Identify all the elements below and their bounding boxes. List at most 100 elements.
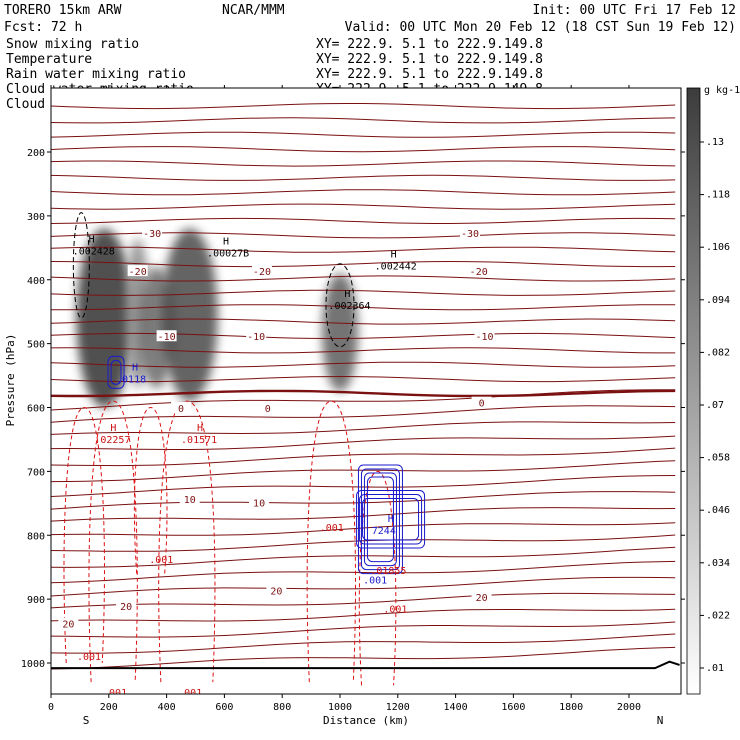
isotherm-0 <box>51 103 676 110</box>
temp-label-bg-1-1 <box>251 265 272 277</box>
rain-contour-1 <box>88 400 138 683</box>
x-tick-label-9: 1800 <box>559 702 583 713</box>
max-value-2: .002442 <box>375 261 417 272</box>
max-h-0: H <box>89 235 95 246</box>
isotherm-20 <box>51 389 676 398</box>
max-value-14: .001 <box>103 688 127 699</box>
temp-label-3-2: 0 <box>479 399 485 410</box>
max-value-13: .001 <box>77 652 101 663</box>
temperature-labels: -30 -30 -20 -20 -20 -10 -10 -10 0 0 0 10 10 20 20 20 20 <box>58 226 495 631</box>
colorbar-tick-label-1: .022 <box>706 610 730 621</box>
temperature-contours <box>51 103 676 670</box>
isotherm-21 <box>51 389 676 411</box>
colorbar-tick-label-8: .106 <box>706 242 730 253</box>
colorbar-tick-label-7: .094 <box>706 295 730 306</box>
isotherm-35 <box>51 592 676 609</box>
isotherm-38 <box>51 633 676 654</box>
temp-label-0-1: -30 <box>461 229 479 240</box>
max-value-9: .01855 <box>370 566 406 577</box>
temp-label-5-2: 20 <box>270 586 282 597</box>
temp-label-bg-5-0 <box>58 617 79 629</box>
temp-label-1-2: -20 <box>470 267 488 278</box>
max-value-4: .0118 <box>116 374 146 385</box>
isotherm-16 <box>51 332 676 339</box>
temp-label-2-2: -10 <box>475 332 493 343</box>
temp-label-1-1: -20 <box>253 267 271 278</box>
isotherm-2 <box>51 131 676 138</box>
model-label: TORERO 15km ARW <box>4 3 122 18</box>
temp-label-bg-3-2 <box>471 396 492 408</box>
isotherm-17 <box>51 347 676 354</box>
rain-contour-2 <box>133 406 168 574</box>
isotherm-34 <box>51 576 676 597</box>
y-axis-label: Pressure (hPa) <box>4 334 17 427</box>
x-tick-label-8: 1600 <box>501 702 525 713</box>
colorbar-tick-label-9: .118 <box>706 190 730 201</box>
legend-temperature-xy: XY= 222.9. 5.1 to 222.9.149.8 <box>316 52 543 67</box>
x-tick-label-10: 2000 <box>617 702 641 713</box>
isotherm-19 <box>51 375 676 383</box>
temp-label-bg-1-2 <box>468 265 489 277</box>
x-tick-label-6: 1200 <box>386 702 410 713</box>
x-tick-label-0: 0 <box>48 702 54 713</box>
y-tick-label-2: 400 <box>27 276 45 287</box>
temp-label-5-0: 20 <box>62 620 74 631</box>
cloud-contour-1-2 <box>363 472 397 567</box>
legend-snow-name: Snow mixing ratio <box>6 37 139 52</box>
rain-contours <box>63 400 397 686</box>
isotherm-12 <box>51 275 676 282</box>
colorbar-units: g kg-1 <box>704 85 740 96</box>
isotherm-32 <box>51 546 676 568</box>
forecast-label: Fcst: 72 h <box>4 20 82 35</box>
x-axis-label: Distance (km) <box>323 714 409 727</box>
snow-shade-0 <box>76 228 133 408</box>
isotherm-22 <box>51 405 676 423</box>
isotherm-37 <box>51 621 676 638</box>
snow-shade-3 <box>161 228 218 402</box>
max-value-11: .001 <box>149 555 173 566</box>
isotherm-36 <box>51 608 676 622</box>
temp-label-0-0: -30 <box>143 229 161 240</box>
y-tick-label-5: 700 <box>27 467 45 478</box>
isotherm-14 <box>51 304 676 311</box>
max-value-6: .01571 <box>181 435 217 446</box>
temp-label-bg-1-0 <box>127 265 148 277</box>
max-h-6: H <box>197 423 203 434</box>
max-value-0: .002428 <box>73 247 115 258</box>
cloud-contour-2-0 <box>356 490 426 549</box>
snow-contours <box>72 212 355 348</box>
max-h-2: H <box>391 249 397 260</box>
plot-content: -30 -30-20 -20 -20-10 -10 -100 0 010 1020202020 … <box>51 103 680 699</box>
y-tick-label-7: 900 <box>27 595 45 606</box>
temp-label-5-3: 20 <box>476 593 488 604</box>
isotherm-8 <box>51 217 676 224</box>
max-h-8: H <box>388 514 394 525</box>
cloud-contour-2-1 <box>359 494 423 545</box>
max-value-3: .002364 <box>328 301 370 312</box>
colorbar-tick-label-5: .07 <box>706 400 724 411</box>
isotherm-13 <box>51 289 676 296</box>
temp-label-bg-5-2 <box>266 584 287 596</box>
rain-contour-5 <box>358 470 397 686</box>
legend-rain-xy: XY= 222.9. 5.1 to 222.9.149.8 <box>316 67 543 82</box>
snow-shade-4 <box>321 273 358 392</box>
terrain-line <box>51 660 680 670</box>
temp-label-4-0: 10 <box>184 495 196 506</box>
init-label: Init: 00 UTC Fri 17 Feb 12 <box>533 3 737 18</box>
x-tick-label-7: 1400 <box>444 702 468 713</box>
x-tick-label-4: 800 <box>273 702 291 713</box>
isotherm-39 <box>51 646 676 670</box>
isotherm-31 <box>51 534 676 552</box>
plot-frame <box>50 87 682 695</box>
temp-label-bg-5-3 <box>471 590 492 602</box>
rain-contour-0 <box>63 406 105 664</box>
colorbar-tick-label-0: .01 <box>706 663 724 674</box>
colorbar-tick-label-10: .13 <box>706 137 724 148</box>
isotherm-11 <box>51 260 676 268</box>
temp-label-2-0: -10 <box>158 332 176 343</box>
temp-label-bg-2-2 <box>474 330 495 342</box>
org-label: NCAR/MMM <box>222 3 285 18</box>
colorbar-tick-label-2: .034 <box>706 558 730 569</box>
temp-label-bg-2-0 <box>156 330 177 342</box>
